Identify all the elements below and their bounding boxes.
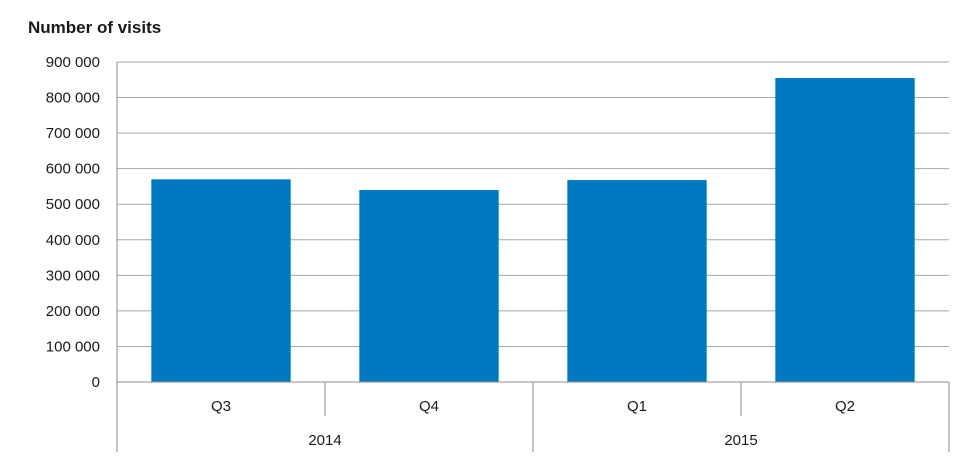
y-tick-label: 0 bbox=[92, 374, 100, 391]
y-tick-label: 600 000 bbox=[46, 161, 100, 178]
y-tick-label: 900 000 bbox=[46, 54, 100, 71]
x-group-label: 2014 bbox=[308, 432, 341, 449]
y-tick-label: 500 000 bbox=[46, 196, 100, 213]
y-tick-label: 800 000 bbox=[46, 90, 100, 107]
y-tick-label: 400 000 bbox=[46, 232, 100, 249]
bar-q1 bbox=[567, 180, 707, 382]
y-tick-label: 700 000 bbox=[46, 125, 100, 142]
x-tick-label: Q2 bbox=[835, 398, 855, 415]
y-tick-label: 100 000 bbox=[46, 338, 100, 355]
bar-q4 bbox=[359, 190, 499, 382]
x-tick-label: Q1 bbox=[627, 398, 647, 415]
bar-series bbox=[151, 78, 915, 382]
x-tick-label: Q4 bbox=[419, 398, 439, 415]
y-tick-label: 200 000 bbox=[46, 303, 100, 320]
x-group-label: 2015 bbox=[724, 432, 757, 449]
x-axis: Q3 Q4 Q1 Q2 2014 2015 bbox=[116, 62, 950, 452]
y-axis: 0 100 000 200 000 300 000 400 000 500 000 600 … bbox=[46, 54, 100, 391]
x-tick-label: Q3 bbox=[211, 398, 231, 415]
y-tick-label: 300 000 bbox=[46, 267, 100, 284]
bar-q3 bbox=[151, 179, 291, 382]
bar-q2 bbox=[775, 78, 915, 382]
chart-title: Number of visits bbox=[28, 18, 161, 37]
